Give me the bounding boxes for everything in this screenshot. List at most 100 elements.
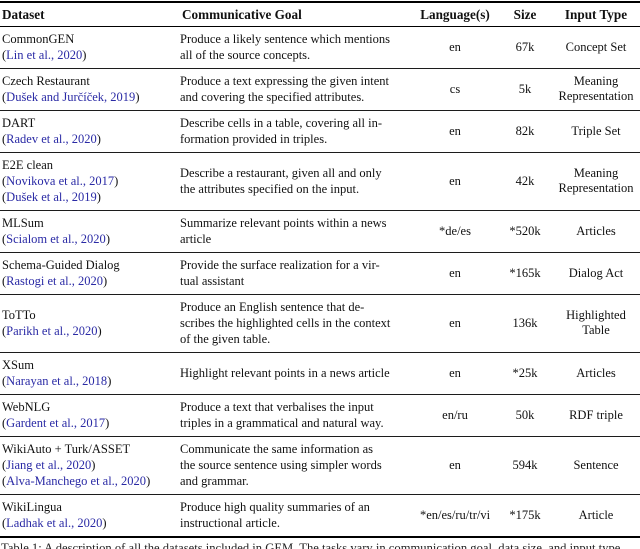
col-header-size: Size	[498, 2, 552, 27]
dataset-cell: MLSum Scialom et al., 2020	[0, 210, 180, 253]
citation: Parikh et al., 2020	[2, 323, 180, 339]
size: 82k	[498, 110, 552, 153]
size: 67k	[498, 26, 552, 69]
table-row-dart: DART Radev et al., 2020 Describe cells i…	[0, 110, 640, 153]
size: 5k	[498, 68, 552, 111]
header-row: Dataset Communicative Goal Language(s) S…	[0, 2, 640, 27]
table-row-mlsum: MLSum Scialom et al., 2020 Summarize rel…	[0, 210, 640, 253]
languages: en	[412, 294, 498, 353]
dataset-cell: E2E clean Novikova et al., 2017 Dušek et…	[0, 152, 180, 211]
table-row-totto: ToTTo Parikh et al., 2020 Produce an Eng…	[0, 294, 640, 353]
communicative-goal: Produce a text that verbalises the input…	[180, 394, 412, 437]
languages: en	[412, 252, 498, 295]
input-type: Meaning Representation	[552, 68, 640, 111]
languages: en	[412, 110, 498, 153]
citation: Radev et al., 2020	[2, 131, 180, 147]
table-row-wikilingua: WikiLingua Ladhak et al., 2020 Produce h…	[0, 494, 640, 538]
citation-link[interactable]: Narayan et al., 2018	[6, 374, 108, 388]
citation: Gardent et al., 2017	[2, 415, 180, 431]
citation: Lin et al., 2020	[2, 47, 180, 63]
citation: Narayan et al., 2018	[2, 373, 180, 389]
dataset-name: XSum	[2, 358, 34, 372]
datasets-table: Dataset Communicative Goal Language(s) S…	[0, 1, 640, 538]
size: *175k	[498, 494, 552, 538]
table-row-wikiauto: WikiAuto + Turk/ASSET Jiang et al., 2020…	[0, 436, 640, 495]
table-row-webnlg: WebNLG Gardent et al., 2017 Produce a te…	[0, 394, 640, 437]
input-type: RDF triple	[552, 394, 640, 437]
size: 136k	[498, 294, 552, 353]
dataset-cell: Czech Restaurant Dušek and Jurčíček, 201…	[0, 68, 180, 111]
communicative-goal: Describe cells in a table, covering all …	[180, 110, 412, 153]
citation-link[interactable]: Ladhak et al., 2020	[6, 516, 103, 530]
communicative-goal: Describe a restaurant, given all and onl…	[180, 152, 412, 211]
col-header-languages: Language(s)	[412, 2, 498, 27]
dataset-cell: WikiLingua Ladhak et al., 2020	[0, 494, 180, 538]
input-type: Meaning Representation	[552, 152, 640, 211]
citation-link[interactable]: Jiang et al., 2020	[6, 458, 92, 472]
dataset-name: WikiLingua	[2, 500, 62, 514]
dataset-name: ToTTo	[2, 308, 36, 322]
table-row-schema-guided-dialog: Schema-Guided Dialog Rastogi et al., 202…	[0, 252, 640, 295]
dataset-cell: XSum Narayan et al., 2018	[0, 352, 180, 395]
input-type: Dialog Act	[552, 252, 640, 295]
citation-link[interactable]: Lin et al., 2020	[6, 48, 83, 62]
size: *25k	[498, 352, 552, 395]
input-type: Sentence	[552, 436, 640, 495]
citation-link[interactable]: Dušek and Jurčíček, 2019	[6, 90, 136, 104]
communicative-goal: Produce an English sentence that de- scr…	[180, 294, 412, 353]
citation-link[interactable]: Scialom et al., 2020	[6, 232, 106, 246]
citation-link[interactable]: Dušek et al., 2019	[6, 190, 97, 204]
communicative-goal: Highlight relevant points in a news arti…	[180, 352, 412, 395]
input-type: Articles	[552, 352, 640, 395]
languages: *en/es/ru/tr/vi	[412, 494, 498, 538]
dataset-name: WikiAuto + Turk/ASSET	[2, 442, 131, 456]
dataset-cell: DART Radev et al., 2020	[0, 110, 180, 153]
languages: en	[412, 26, 498, 69]
citation: Dušek and Jurčíček, 2019	[2, 89, 180, 105]
size: 42k	[498, 152, 552, 211]
input-type: Concept Set	[552, 26, 640, 69]
communicative-goal: Provide the surface realization for a vi…	[180, 252, 412, 295]
communicative-goal: Produce a text expressing the given inte…	[180, 68, 412, 111]
citation-link[interactable]: Alva-Manchego et al., 2020	[6, 474, 147, 488]
table-row-commongen: CommonGEN Lin et al., 2020 Produce a lik…	[0, 26, 640, 69]
dataset-name: DART	[2, 116, 36, 130]
citation: Dušek et al., 2019	[2, 189, 180, 205]
dataset-name: E2E clean	[2, 158, 54, 172]
languages: en	[412, 352, 498, 395]
input-type: Triple Set	[552, 110, 640, 153]
citation: Rastogi et al., 2020	[2, 273, 180, 289]
citation: Alva-Manchego et al., 2020	[2, 473, 180, 489]
dataset-name: MLSum	[2, 216, 44, 230]
dataset-name: Czech Restaurant	[2, 74, 90, 88]
citation-link[interactable]: Rastogi et al., 2020	[6, 274, 104, 288]
languages: *de/es	[412, 210, 498, 253]
dataset-cell: ToTTo Parikh et al., 2020	[0, 294, 180, 353]
dataset-name: WebNLG	[2, 400, 51, 414]
col-header-input-type: Input Type	[552, 2, 640, 27]
input-type: Highlighted Table	[552, 294, 640, 353]
citation-link[interactable]: Gardent et al., 2017	[6, 416, 106, 430]
languages: en	[412, 436, 498, 495]
languages: en	[412, 152, 498, 211]
dataset-cell: WikiAuto + Turk/ASSET Jiang et al., 2020…	[0, 436, 180, 495]
communicative-goal: Communicate the same information as the …	[180, 436, 412, 495]
citation-link[interactable]: Parikh et al., 2020	[6, 324, 98, 338]
languages: en/ru	[412, 394, 498, 437]
size: 50k	[498, 394, 552, 437]
col-header-communicative-goal: Communicative Goal	[180, 2, 412, 27]
size: 594k	[498, 436, 552, 495]
citation: Ladhak et al., 2020	[2, 515, 180, 531]
citation-link[interactable]: Novikova et al., 2017	[6, 174, 115, 188]
input-type: Article	[552, 494, 640, 538]
table-row-e2e-clean: E2E clean Novikova et al., 2017 Dušek et…	[0, 152, 640, 211]
citation: Jiang et al., 2020	[2, 457, 180, 473]
dataset-name: CommonGEN	[2, 32, 75, 46]
dataset-cell: CommonGEN Lin et al., 2020	[0, 26, 180, 69]
communicative-goal: Produce high quality summaries of an ins…	[180, 494, 412, 538]
dataset-cell: Schema-Guided Dialog Rastogi et al., 202…	[0, 252, 180, 295]
citation: Scialom et al., 2020	[2, 231, 180, 247]
table-row-czech-restaurant: Czech Restaurant Dušek and Jurčíček, 201…	[0, 68, 640, 111]
citation-link[interactable]: Radev et al., 2020	[6, 132, 97, 146]
col-header-dataset: Dataset	[0, 2, 180, 27]
